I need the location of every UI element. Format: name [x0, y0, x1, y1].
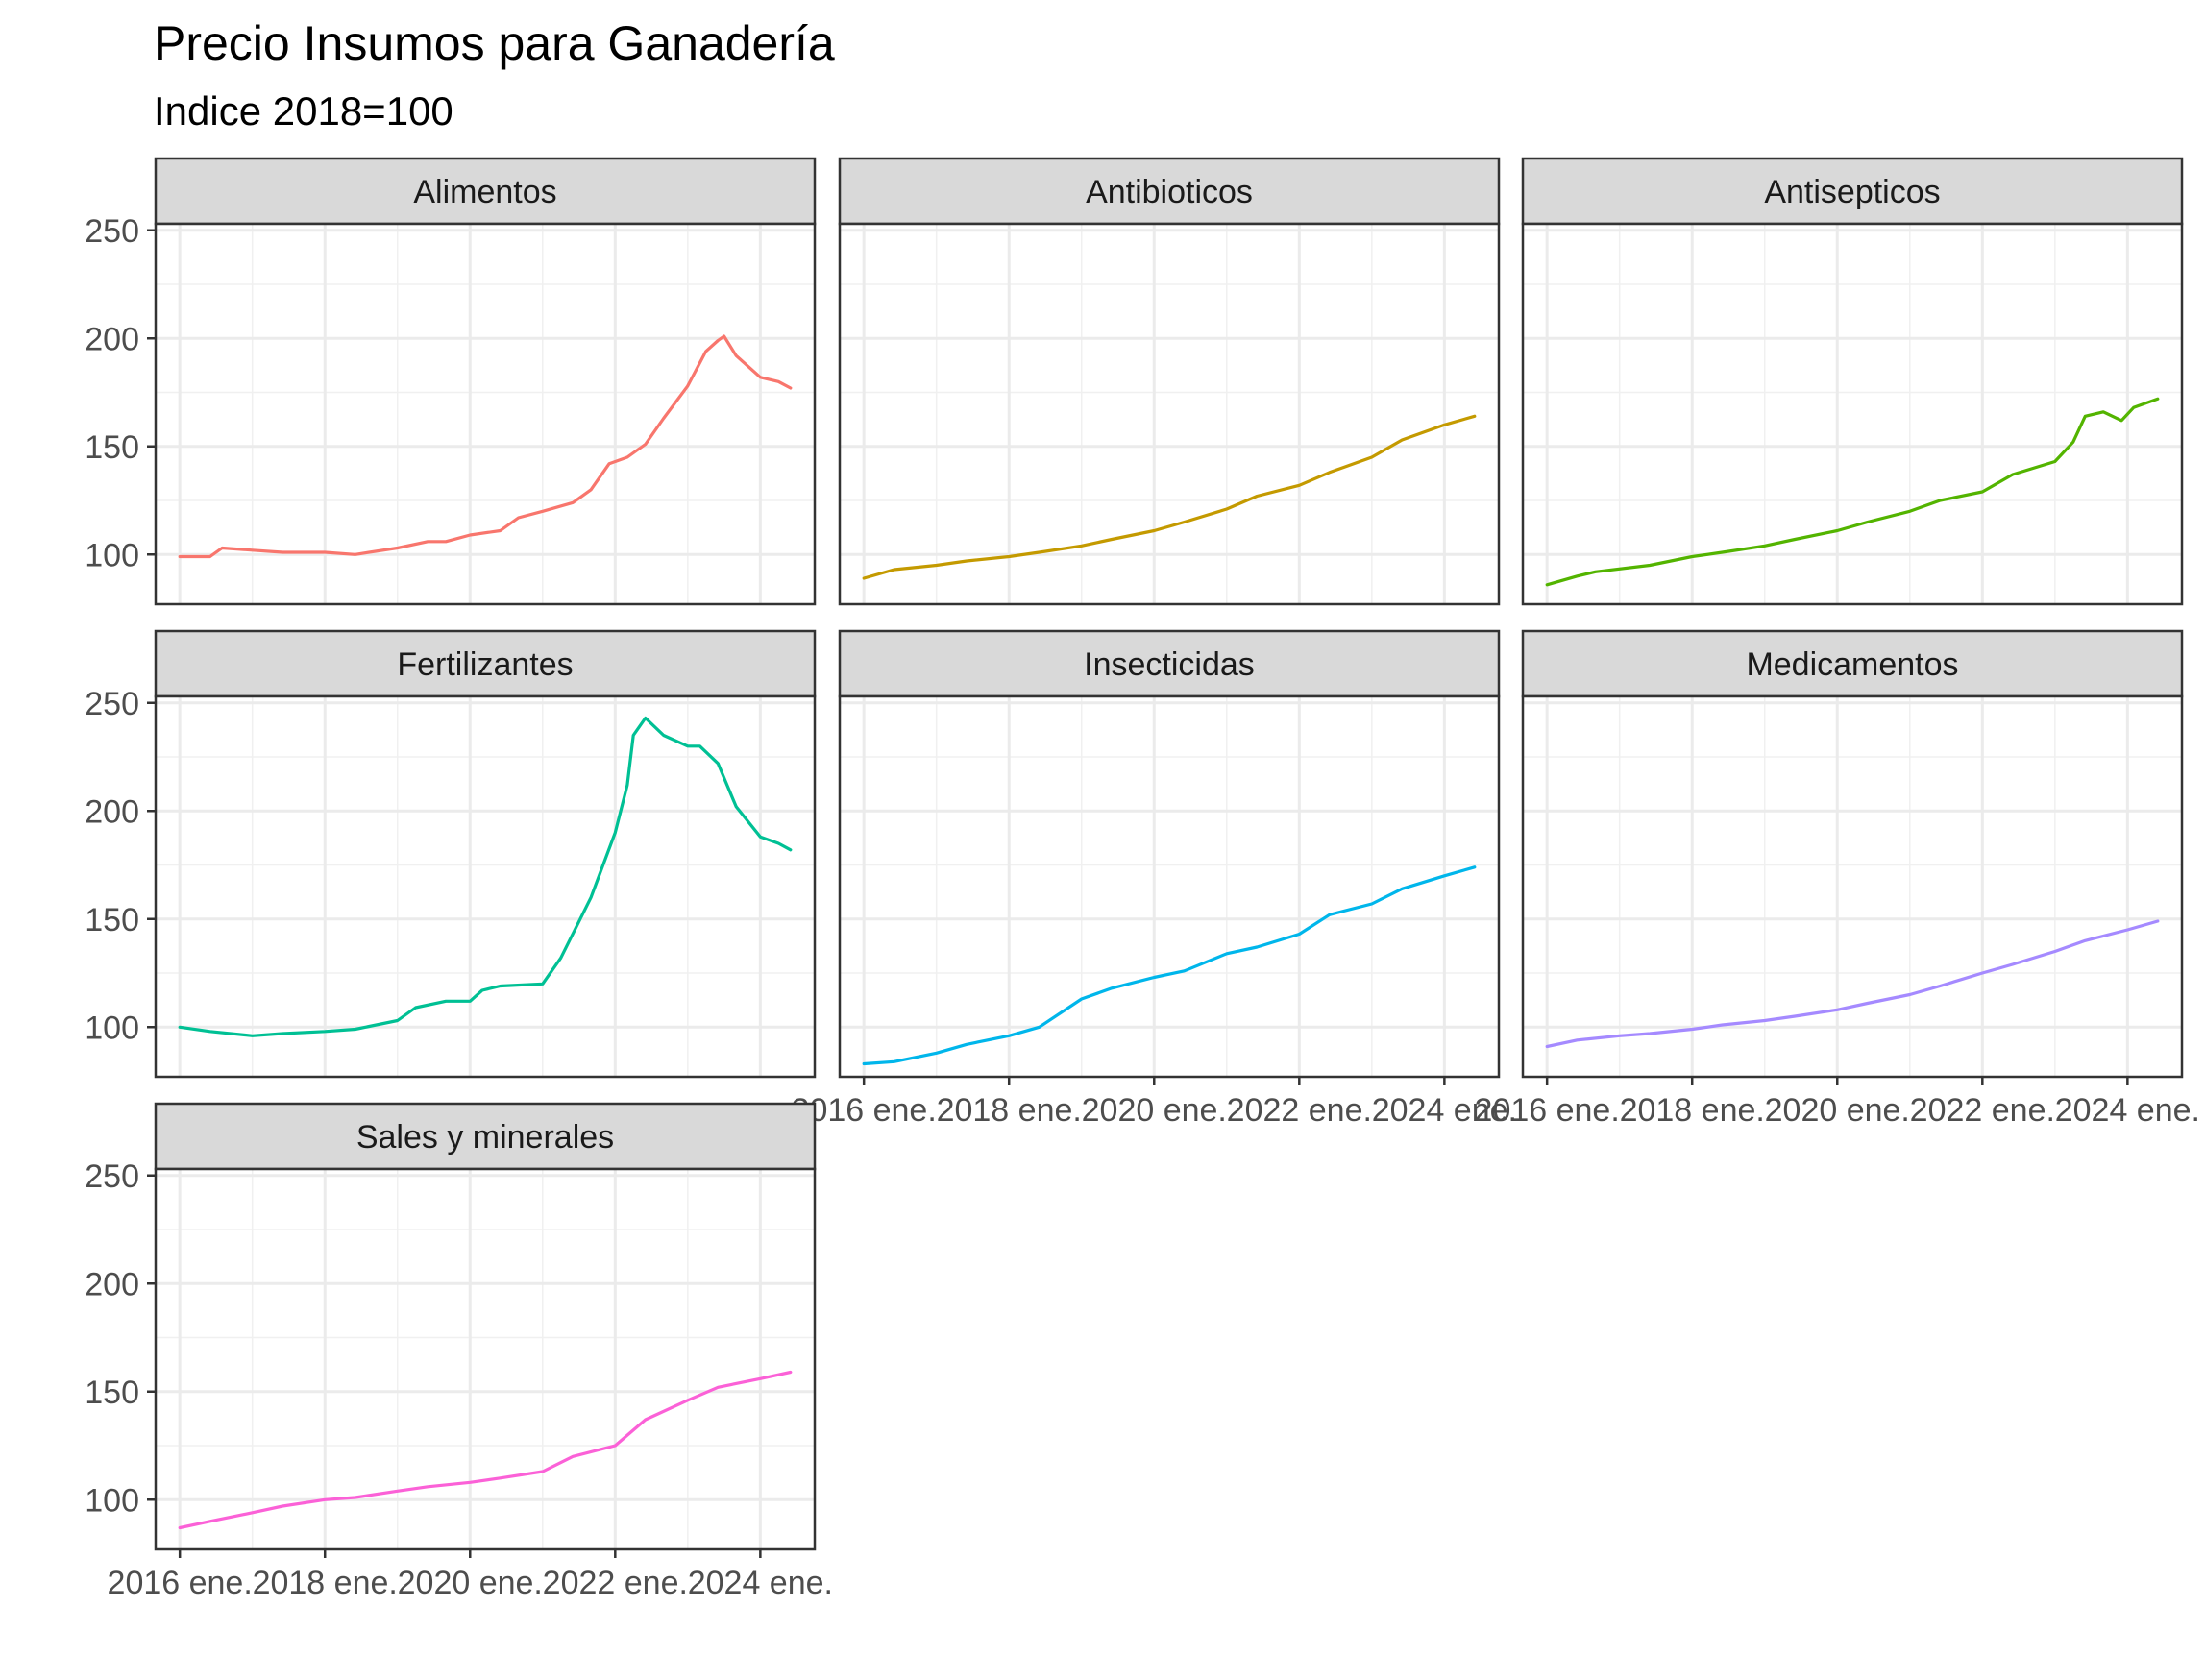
y-tick-label: 250 — [85, 686, 139, 722]
facet-strip-label: Antibioticos — [1086, 174, 1253, 210]
panel-border — [838, 222, 1501, 606]
series-line — [1545, 919, 2160, 1049]
y-tick-label: 200 — [85, 1266, 139, 1303]
y-tick-label: 200 — [85, 321, 139, 357]
facet-panel: Alimentos 100 150 200 250 — [85, 157, 817, 606]
chart-subtitle: Indice 2018=100 — [154, 88, 453, 134]
y-tick-label: 150 — [85, 902, 139, 938]
x-tick-label: 2022 ene. — [1910, 1092, 2055, 1129]
x-tick-label: 2018 ene. — [1620, 1092, 1765, 1129]
y-tick-label: 250 — [85, 213, 139, 250]
facet-strip-label: Insecticidas — [1084, 646, 1255, 683]
y-tick-label: 200 — [85, 793, 139, 830]
panel-border — [154, 1167, 817, 1551]
facet-strip — [154, 629, 817, 698]
x-tick-label: 2024 ene. — [688, 1565, 833, 1601]
panel-background — [1523, 224, 2182, 604]
y-tick-label: 150 — [85, 429, 139, 466]
panel-background — [156, 1169, 815, 1549]
panel-border — [1521, 222, 2184, 606]
x-tick-label: 2022 ene. — [1227, 1092, 1372, 1129]
panel-border — [154, 222, 817, 606]
facet-strip — [1521, 629, 2184, 698]
series-line — [178, 1370, 793, 1530]
x-tick-label: 2016 ene. — [1475, 1092, 1620, 1129]
panel-background — [840, 224, 1499, 604]
facet-strip — [154, 1102, 817, 1171]
panel-border — [154, 694, 817, 1079]
facet-panel: Antisepticos — [1521, 157, 2184, 606]
chart-title: Precio Insumos para Ganadería — [154, 16, 835, 70]
facet-strip-label: Alimentos — [413, 174, 556, 210]
series-line — [862, 865, 1477, 1066]
y-tick-label: 100 — [85, 537, 139, 573]
panel-background — [840, 696, 1499, 1077]
x-tick-label: 2024 ene. — [2055, 1092, 2200, 1129]
panel-background — [156, 224, 815, 604]
x-tick-label: 2018 ene. — [253, 1565, 398, 1601]
y-tick-label: 100 — [85, 1482, 139, 1519]
panel-background — [156, 696, 815, 1077]
series-line — [178, 334, 793, 559]
series-line — [862, 414, 1477, 580]
facet-strip — [1521, 157, 2184, 226]
facet-strip-label: Antisepticos — [1764, 174, 1940, 210]
facet-panel: Fertilizantes 100 150 200 250 — [85, 629, 817, 1079]
panel-border — [838, 694, 1501, 1079]
facet-strip-label: Sales y minerales — [356, 1119, 614, 1156]
facet-strip — [838, 157, 1501, 226]
x-tick-label: 2024 ene. — [1372, 1092, 1517, 1129]
y-tick-label: 100 — [85, 1010, 139, 1046]
facet-strip-label: Fertilizantes — [397, 646, 573, 683]
panel-background — [1523, 696, 2182, 1077]
series-line — [178, 716, 793, 1037]
x-tick-label: 2016 ene. — [108, 1565, 253, 1601]
facet-panel: Antibioticos — [838, 157, 1501, 606]
x-tick-label: 2020 ene. — [398, 1565, 543, 1601]
x-tick-label: 2020 ene. — [1082, 1092, 1227, 1129]
y-tick-label: 250 — [85, 1158, 139, 1195]
facet-strip-label: Medicamentos — [1746, 646, 1958, 683]
series-line — [1545, 397, 2160, 587]
y-tick-label: 150 — [85, 1375, 139, 1411]
x-tick-label: 2020 ene. — [1765, 1092, 1910, 1129]
panel-border — [1521, 694, 2184, 1079]
x-tick-label: 2022 ene. — [543, 1565, 688, 1601]
x-tick-label: 2018 ene. — [937, 1092, 1082, 1129]
facet-panels: Alimentos 100 150 200 250 Antibioticos Antisep… — [85, 157, 2200, 1601]
facet-strip — [154, 157, 817, 226]
